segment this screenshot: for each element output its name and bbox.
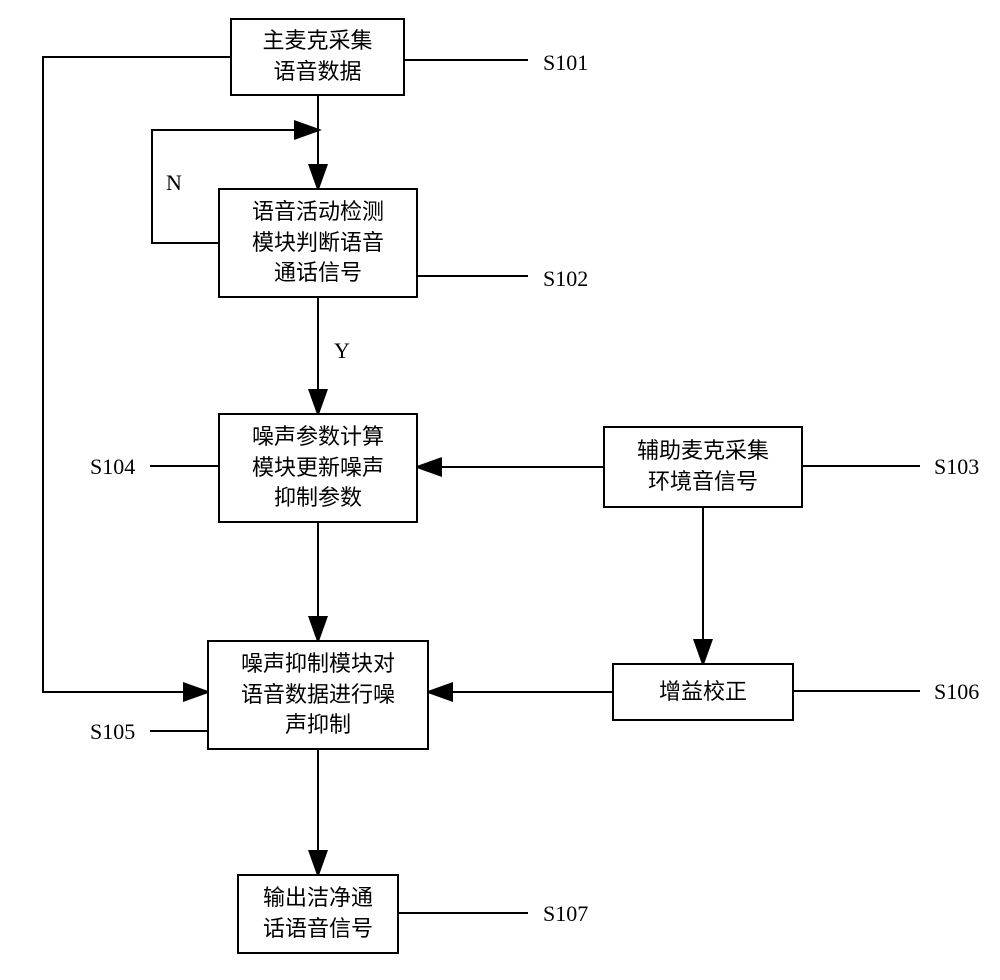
edge-label-lblN: N [166,170,182,196]
flow-node-n105: 噪声抑制模块对 语音数据进行噪 声抑制 [207,640,429,750]
flow-node-text: 噪声参数计算 模块更新噪声 抑制参数 [252,422,384,514]
flow-node-text: 输出洁净通 话语音信号 [263,883,373,945]
flow-node-n103: 辅助麦克采集 环境音信号 [603,426,803,508]
step-label-s104: S104 [90,454,135,480]
edge-e-101-105 [43,57,230,692]
step-label-s103: S103 [934,454,979,480]
step-label-s102: S102 [543,266,588,292]
flow-node-n101: 主麦克采集 语音数据 [230,18,405,96]
step-label-text: S105 [90,719,135,744]
flow-node-text: 辅助麦克采集 环境音信号 [637,436,769,498]
step-label-s106: S106 [934,679,979,705]
flow-node-text: 噪声抑制模块对 语音数据进行噪 声抑制 [241,649,395,741]
step-label-s107: S107 [543,901,588,927]
step-label-text: S107 [543,901,588,926]
step-label-s105: S105 [90,719,135,745]
edge-label-lblY: Y [334,338,350,364]
flow-node-n107: 输出洁净通 话语音信号 [237,874,399,954]
flow-node-text: 主麦克采集 语音数据 [262,26,372,88]
edge-label-text: Y [334,338,350,363]
flow-node-n106: 增益校正 [612,663,794,721]
flow-edges-layer [0,0,1000,980]
step-label-s101: S101 [543,50,588,76]
step-label-text: S103 [934,454,979,479]
step-label-text: S104 [90,454,135,479]
step-label-text: S102 [543,266,588,291]
step-label-text: S106 [934,679,979,704]
step-label-text: S101 [543,50,588,75]
flow-node-n104: 噪声参数计算 模块更新噪声 抑制参数 [218,413,418,523]
flow-node-n102: 语音活动检测 模块判断语音 通话信号 [218,188,418,298]
flow-node-text: 语音活动检测 模块判断语音 通话信号 [252,197,384,289]
flow-node-text: 增益校正 [659,677,747,708]
edge-label-text: N [166,170,182,195]
